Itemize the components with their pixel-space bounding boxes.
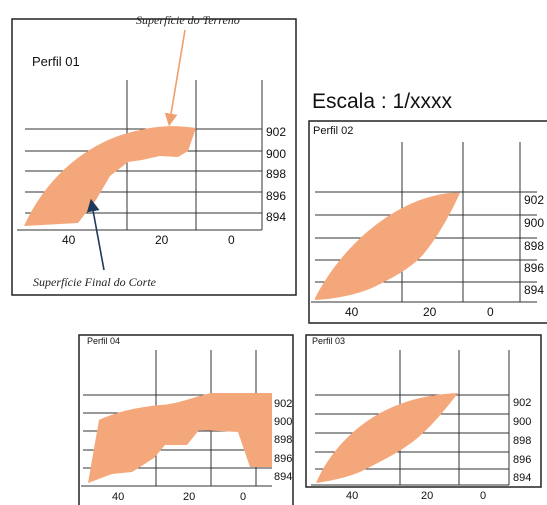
terrain-surface-annotation: Superfície do Terreno (136, 13, 240, 27)
profile-01-distance-label: 20 (155, 233, 169, 247)
profile-02-frame (308, 120, 547, 324)
profile-04-elevation-label: 902 (274, 398, 292, 410)
profile-04-frame (78, 334, 294, 505)
scale-label: Escala : 1/xxxx (312, 90, 453, 113)
profile-03-distance-labels: 40 20 0 (346, 490, 486, 502)
profile-03-elevation-label: 900 (513, 416, 531, 428)
profile-04-title: Perfil 04 (87, 336, 120, 346)
profile-02-distance-label: 20 (423, 305, 437, 319)
profile-04-elevation-label: 900 (274, 416, 292, 428)
profile-04-elevation-label: 896 (274, 453, 292, 465)
profile-02-elevation-labels: 902 900 898 896 894 (524, 193, 544, 297)
profile-01-panel: Perfil 01 902 900 898 896 894 40 20 0 Su… (11, 13, 297, 296)
profile-04-panel: Perfil 04 902 900 898 896 894 40 20 0 (78, 334, 294, 505)
profile-04-elevation-label: 894 (274, 471, 292, 483)
final-cut-surface-arrow (86, 198, 105, 271)
profile-01-distance-label: 40 (62, 233, 76, 247)
profile-04-elevation-labels: 902 900 898 896 894 (274, 398, 292, 483)
profile-01-title: Perfil 01 (32, 54, 80, 69)
profile-01-distance-labels: 40 20 0 (62, 233, 235, 247)
profile-01-elevation-label: 896 (266, 189, 286, 203)
profile-01-elevation-label: 894 (266, 210, 286, 224)
profile-02-panel: Perfil 02 902 900 898 896 894 40 20 0 (308, 120, 547, 324)
profile-02-cut-area (315, 192, 460, 300)
terrain-surface-arrow (164, 29, 186, 127)
profile-03-elevation-label: 898 (513, 435, 531, 447)
profile-02-title: Perfil 02 (313, 125, 353, 137)
profile-02-distance-label: 40 (345, 305, 359, 319)
profile-01-elevation-label: 900 (266, 147, 286, 161)
profile-03-panel: Perfil 03 902 900 898 896 894 40 20 0 (305, 334, 542, 502)
profile-01-elevation-label: 902 (266, 125, 286, 139)
profile-03-distance-label: 20 (421, 490, 433, 502)
profile-04-elevation-label: 898 (274, 434, 292, 446)
profile-03-distance-label: 0 (480, 490, 486, 502)
profile-02-elevation-label: 900 (524, 216, 544, 230)
profile-03-elevation-label: 894 (513, 472, 531, 484)
profile-01-cut-area (24, 126, 196, 226)
profile-03-elevation-label: 902 (513, 397, 531, 409)
final-cut-surface-annotation: Superfície Final do Corte (33, 275, 157, 289)
profile-01-distance-label: 0 (228, 233, 235, 247)
profile-02-elevation-label: 902 (524, 193, 544, 207)
profile-04-distance-label: 20 (183, 491, 195, 503)
profile-03-distance-label: 40 (346, 490, 358, 502)
profile-01-frame (11, 18, 297, 296)
profile-03-title: Perfil 03 (312, 336, 345, 346)
profile-03-frame (305, 334, 542, 488)
profile-04-distance-label: 0 (240, 491, 246, 503)
profile-01-elevation-labels: 902 900 898 896 894 (266, 125, 286, 224)
profile-04-cut-area (88, 393, 272, 483)
profile-02-elevation-label: 898 (524, 239, 544, 253)
profile-02-distance-label: 0 (487, 305, 494, 319)
profile-04-distance-labels: 40 20 0 (112, 491, 246, 503)
profile-02-distance-labels: 40 20 0 (345, 305, 494, 319)
profile-02-elevation-label: 896 (524, 261, 544, 275)
profile-04-distance-label: 40 (112, 491, 124, 503)
profile-03-elevation-labels: 902 900 898 896 894 (513, 397, 531, 484)
profile-01-elevation-label: 898 (266, 167, 286, 181)
profile-02-elevation-label: 894 (524, 283, 544, 297)
profile-03-cut-area (316, 393, 458, 483)
profile-03-elevation-label: 896 (513, 454, 531, 466)
